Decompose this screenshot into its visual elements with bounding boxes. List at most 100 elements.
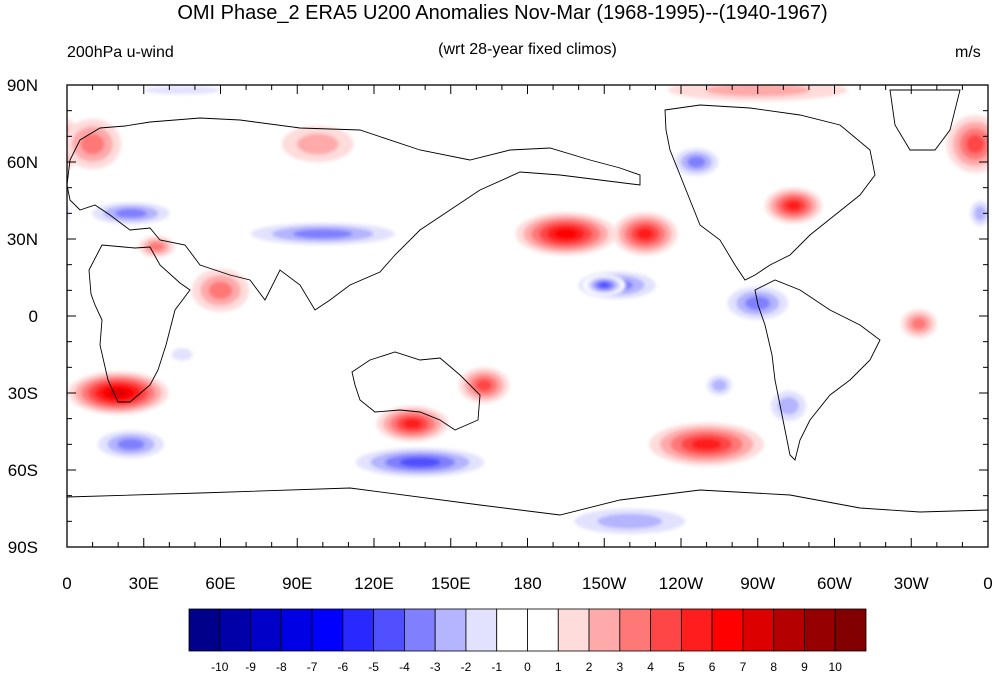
subtitle-label: (wrt 28-year fixed climos) <box>438 41 617 58</box>
coast-antarctica <box>67 487 988 516</box>
negative-anomaly-26 <box>164 343 201 366</box>
lon-label: 30E <box>128 574 159 593</box>
colorbar-swatch <box>496 608 528 652</box>
negative-anomaly-19 <box>667 144 726 180</box>
negative-anomaly-27 <box>117 85 247 98</box>
lon-label: 30W <box>893 574 929 593</box>
colorbar-swatch <box>219 608 251 652</box>
anomaly-contour <box>786 200 801 211</box>
lon-label: 120E <box>354 574 394 593</box>
coast-north-america <box>664 104 876 281</box>
colorbar-swatch <box>742 608 775 652</box>
anomaly-contour <box>403 419 422 429</box>
coastlines <box>67 89 988 516</box>
axis-ticks <box>66 84 989 548</box>
lat-label: 30N <box>6 230 38 249</box>
anomaly-contour <box>966 134 985 154</box>
anomaly-contour <box>296 133 339 155</box>
colorbar-swatch <box>619 608 651 652</box>
anomaly-contour <box>597 513 663 529</box>
coast-greenland <box>889 89 961 151</box>
colorbar-label: 4 <box>647 660 654 674</box>
lon-label: 150W <box>582 574 627 593</box>
anomaly-contour <box>293 229 353 239</box>
map-background <box>67 85 988 547</box>
negative-anomaly-16 <box>341 444 499 481</box>
anomaly-contour <box>974 205 987 221</box>
colorbar-label: 5 <box>678 660 685 674</box>
colorbar-label: -9 <box>245 660 256 674</box>
positive-anomaly-0 <box>68 371 169 415</box>
lon-label: 60W <box>817 574 852 593</box>
positive-anomaly-12 <box>138 235 175 258</box>
colorbar-swatch <box>280 608 313 652</box>
colorbar-swatch <box>557 608 590 652</box>
colorbar-label: 9 <box>801 660 808 674</box>
anomaly-contour <box>554 229 577 239</box>
anomaly-contour <box>712 379 727 392</box>
colorbar-swatch <box>711 608 744 652</box>
colorbar-label: -6 <box>337 660 349 674</box>
negative-anomaly-14 <box>80 198 182 228</box>
anomaly-contour <box>476 379 492 392</box>
anomaly-contour <box>67 135 70 154</box>
positive-anomaly-1 <box>376 405 449 442</box>
anomaly-contour <box>636 228 654 240</box>
variable-label: 200hPa u-wind <box>67 44 174 61</box>
lat-label: 90S <box>7 538 38 557</box>
colorbar-swatch <box>804 608 836 652</box>
colorbar-label: 6 <box>708 660 716 674</box>
colorbar-swatch <box>773 608 805 652</box>
colorbar-swatch <box>188 608 221 652</box>
positive-anomaly-2 <box>458 367 510 404</box>
map-title: OMI Phase_2 ERA5 U200 Anomalies Nov-Mar … <box>177 2 828 24</box>
anomaly-contour <box>911 317 927 330</box>
positive-anomaly-4 <box>612 212 678 256</box>
anomaly-contour <box>691 438 722 450</box>
lon-label: 0 <box>983 574 993 593</box>
anomaly-contour <box>687 156 706 168</box>
anomaly-contour <box>108 388 128 398</box>
coast-south-america <box>754 279 881 461</box>
negative-anomaly-23 <box>87 426 174 463</box>
positive-anomaly-11 <box>191 268 250 312</box>
anomaly-contour <box>80 133 105 155</box>
lat-label: 0 <box>28 307 38 326</box>
colorbar-swatch <box>373 608 405 652</box>
anomaly-contour <box>778 396 799 415</box>
colorbar-label: -1 <box>491 660 503 674</box>
colorbar-swatch <box>434 608 467 652</box>
colorbar-swatch <box>527 608 559 652</box>
anomaly-contour <box>208 281 233 300</box>
positive-anomaly-6 <box>764 187 823 224</box>
lon-label: 90E <box>282 574 313 593</box>
colorbar-label: -7 <box>306 660 318 674</box>
colorbar-swatch <box>342 608 375 652</box>
positive-anomaly-8 <box>45 115 988 173</box>
colorbar-swatch <box>311 608 344 652</box>
units-label: m/s <box>955 44 981 61</box>
lat-label: 90N <box>6 76 38 95</box>
positive-anomaly-5 <box>649 422 764 466</box>
anomaly-contour <box>117 438 145 451</box>
colorbar-swatch <box>680 608 713 652</box>
anomaly-contour <box>144 85 220 95</box>
negative-anomaly-15 <box>229 219 416 249</box>
coast-australia <box>351 351 481 431</box>
colorbar-label: 2 <box>585 660 593 674</box>
anomaly-contour <box>45 135 63 153</box>
colorbar-label: -2 <box>460 660 472 674</box>
colorbar <box>188 608 867 652</box>
anomaly-contour <box>149 242 164 252</box>
colorbar-swatch <box>465 608 498 652</box>
lon-label: 180 <box>513 574 542 593</box>
lon-label: 150E <box>430 574 471 593</box>
coast-eurasia <box>67 117 641 311</box>
colorbar-swatch <box>404 608 436 652</box>
lat-label: 60N <box>6 153 38 172</box>
lat-label: 30S <box>7 384 38 403</box>
colorbar-label: -4 <box>399 660 410 674</box>
negative-anomaly-18 <box>582 274 626 296</box>
colorbar-label: -5 <box>368 660 379 674</box>
